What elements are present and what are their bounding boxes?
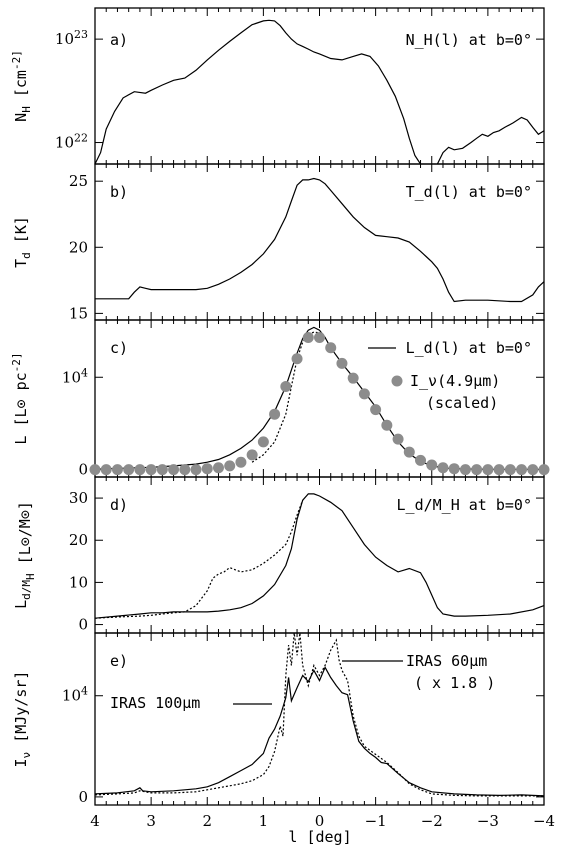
- panel-b-label: b): [110, 183, 128, 201]
- panel-a-label: a): [110, 31, 128, 49]
- x-tick-label: 4: [90, 812, 100, 830]
- data-point: [235, 456, 247, 468]
- data-point: [347, 372, 359, 384]
- panel-c-label: c): [110, 339, 128, 357]
- series-line-4-1: [94, 632, 544, 797]
- data-point: [145, 464, 157, 476]
- data-point: [269, 408, 281, 420]
- data-point: [358, 388, 370, 400]
- series-line-1-0: [95, 177, 545, 303]
- data-point: [493, 464, 505, 476]
- panel-b-title: T_d(l) at b=0°: [406, 183, 532, 201]
- data-point: [381, 419, 393, 431]
- legend-solid-label: L_d(l) at b=0°: [406, 339, 532, 357]
- x-tick-label: 2: [202, 812, 212, 830]
- data-point: [111, 464, 123, 476]
- data-point: [482, 464, 494, 476]
- data-point: [302, 332, 314, 344]
- data-point: [403, 446, 415, 458]
- y-tick-label: 0: [78, 788, 88, 806]
- x-tick-label: −4: [533, 812, 555, 830]
- data-point: [415, 454, 427, 466]
- x-tick-label: −3: [477, 812, 499, 830]
- annotation-iras-100: IRAS 100μm: [110, 694, 200, 712]
- panel-d-label: d): [110, 496, 128, 514]
- data-point: [190, 464, 202, 476]
- data-point: [179, 464, 191, 476]
- data-point: [437, 462, 449, 474]
- y-tick-label: 1023: [55, 28, 88, 48]
- data-point: [325, 342, 337, 354]
- data-point: [527, 464, 539, 476]
- data-point: [201, 463, 213, 475]
- data-point: [168, 464, 180, 476]
- data-point: [504, 464, 516, 476]
- data-point: [134, 464, 146, 476]
- data-point: [370, 404, 382, 416]
- series-line-0-1: [436, 116, 545, 165]
- y-tick-label: 0: [78, 461, 88, 479]
- legend-dot-sample: [391, 375, 403, 387]
- data-point: [392, 433, 404, 445]
- y-axis-label: NH [cm-2]: [10, 50, 33, 122]
- y-tick-label: 1022: [55, 132, 88, 152]
- y-tick-label: 30: [69, 489, 88, 507]
- series-line-0-0: [94, 19, 422, 165]
- series-line-4-0: [94, 666, 545, 797]
- y-axis-label: L [L⊙ pc-2]: [10, 352, 30, 444]
- x-tick-label: 0: [315, 812, 325, 830]
- y-tick-label: 20: [69, 238, 88, 256]
- y-tick-label: 20: [69, 531, 88, 549]
- legend-dot-label: I_ν(4.9μm): [410, 372, 500, 390]
- data-point: [291, 353, 303, 365]
- data-point: [538, 464, 550, 476]
- series-line-3-0: [94, 493, 545, 619]
- data-point: [246, 449, 258, 461]
- y-axis-label: Iν [MJy/sr]: [12, 671, 33, 768]
- data-point: [156, 464, 168, 476]
- y-tick-label: 10: [69, 573, 88, 591]
- data-point: [123, 464, 135, 476]
- panel-a-title: N_H(l) at b=0°: [406, 31, 532, 49]
- y-tick-label: 25: [69, 172, 88, 190]
- series-line-3-1: [94, 499, 304, 619]
- data-point: [426, 459, 438, 471]
- x-tick-label: 1: [259, 812, 269, 830]
- x-axis-label: l [deg]: [288, 828, 351, 846]
- annotation-iras-60-scale: ( x 1.8 ): [414, 674, 495, 692]
- x-tick-label: −2: [421, 812, 443, 830]
- data-point: [100, 464, 112, 476]
- panel-e-label: e): [110, 652, 128, 670]
- y-tick-label: 0: [78, 616, 88, 634]
- annotation-iras-60: IRAS 60μm: [406, 652, 487, 670]
- data-point: [336, 357, 348, 369]
- y-tick-label: 104: [62, 366, 88, 386]
- data-point: [280, 380, 292, 392]
- panel-d-title: L_d/M_H at b=0°: [397, 496, 532, 514]
- data-point: [448, 463, 460, 475]
- data-point: [212, 462, 224, 474]
- y-tick-label: 15: [69, 304, 88, 322]
- data-point: [314, 332, 325, 344]
- data-point: [459, 464, 471, 476]
- data-point: [257, 436, 269, 448]
- y-axis-label: Td [K]: [12, 216, 33, 268]
- x-tick-label: −1: [365, 812, 387, 830]
- legend-dot-label-2: (scaled): [426, 394, 498, 412]
- x-tick-label: 3: [146, 812, 156, 830]
- data-point: [224, 460, 236, 472]
- data-point: [516, 464, 528, 476]
- y-tick-label: 104: [62, 685, 88, 705]
- data-point: [471, 464, 483, 476]
- y-axis-label: Ld/MH [L⊙/M⊙]: [12, 501, 37, 609]
- data-point: [89, 464, 101, 476]
